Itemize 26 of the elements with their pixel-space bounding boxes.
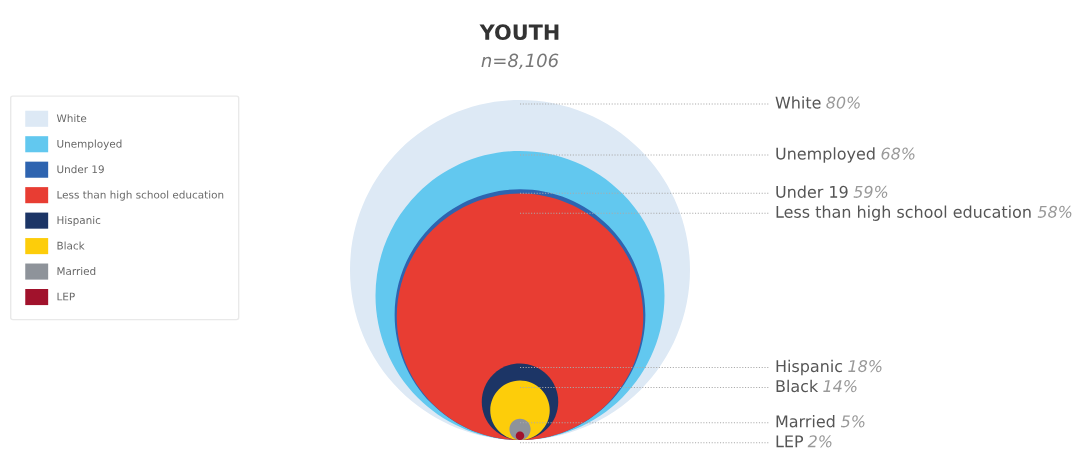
data-label: 14% [823, 380, 857, 393]
legend-label: Married [57, 266, 96, 276]
legend-label: Black [57, 241, 85, 250]
data-label: 58% [1037, 205, 1072, 218]
legend-label: Unemployed [57, 139, 122, 150]
data-label: 2% [807, 435, 832, 448]
text: Hispanic [776, 359, 843, 376]
text: Unemployed [776, 147, 875, 163]
legend-label: Less than high school education [57, 190, 224, 201]
text: YOUTH [479, 24, 559, 41]
text: Black [776, 379, 819, 393]
legend-label: White [56, 114, 87, 123]
data-label: 18% [848, 360, 882, 373]
legend-label: Hispanic [57, 216, 101, 227]
text: Less than high school education [776, 205, 1031, 221]
text: LEP [776, 435, 804, 448]
data-label: 59% [853, 185, 888, 198]
text: Married [776, 415, 835, 428]
data-label: 5% [840, 415, 865, 428]
legend-label: LEP [57, 292, 75, 301]
text: n=8,106 [481, 53, 559, 70]
data-label: 80% [826, 96, 860, 109]
data-label: 68% [881, 147, 915, 160]
legend-label: Under 19 [57, 165, 104, 174]
text: Under 19 [776, 185, 848, 198]
text: White [775, 96, 821, 109]
